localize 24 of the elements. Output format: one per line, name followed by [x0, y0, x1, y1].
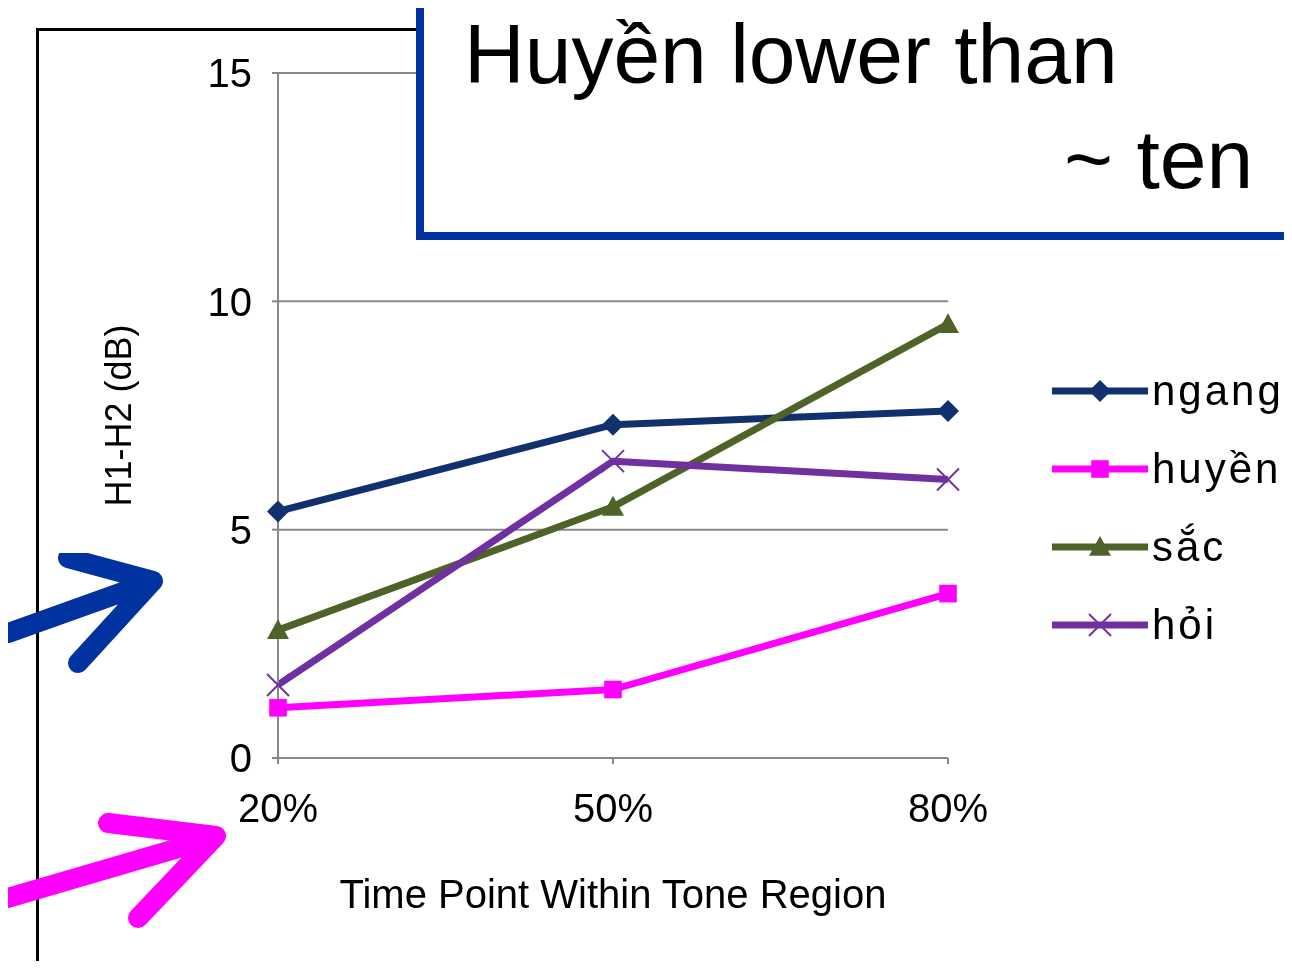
text: ~ ten	[1064, 111, 1254, 208]
y-axis-title: H1-H2 (dB)	[97, 324, 139, 507]
y-tick-label: 5	[229, 507, 252, 552]
x-tick-label: 50%	[572, 786, 654, 831]
point	[267, 500, 289, 523]
y-tick-label: 15	[207, 51, 252, 96]
y-tick-label: 0	[229, 736, 252, 781]
x-tick-label: 20%	[237, 786, 319, 831]
point	[937, 399, 959, 422]
point	[604, 680, 622, 699]
point	[937, 313, 959, 333]
y-tick-label: 10	[207, 279, 252, 324]
legend-label: hỏi	[1152, 601, 1218, 649]
legend-label: sắc	[1152, 523, 1227, 571]
annotation: Huyền lower than	[464, 7, 1118, 103]
point	[269, 698, 287, 717]
x-tick-label: 80%	[907, 786, 989, 831]
point	[267, 619, 289, 639]
x-axis-title: Time Point Within Tone Region	[339, 872, 887, 916]
point	[602, 413, 624, 436]
point	[602, 495, 624, 516]
legend-label: ngang	[1152, 367, 1284, 415]
legend-label: huyền	[1152, 445, 1282, 493]
point	[939, 584, 957, 603]
